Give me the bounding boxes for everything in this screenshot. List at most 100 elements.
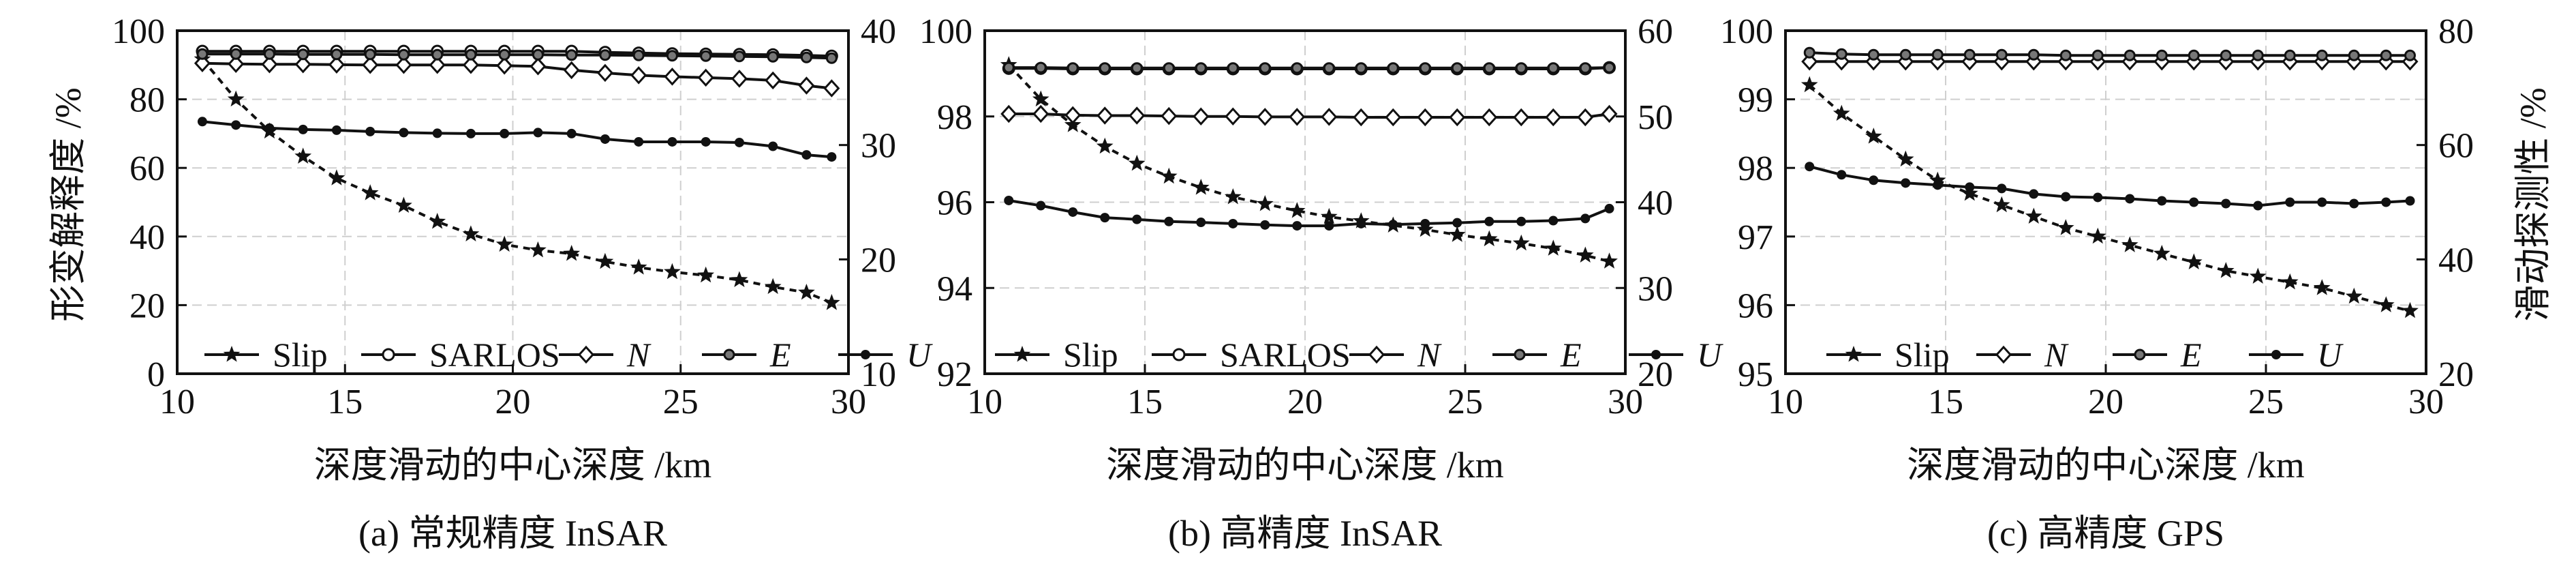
y2-tick-label: 30 xyxy=(1638,269,1673,308)
data-point-n xyxy=(697,68,714,87)
x-tick-label: 30 xyxy=(2408,383,2444,421)
panel-caption: (c) 高精度 GPS xyxy=(1987,513,2224,554)
data-point-u xyxy=(331,125,341,135)
data-point-slip xyxy=(2217,262,2235,278)
data-point-slip xyxy=(2121,236,2138,252)
data-point-e xyxy=(1259,62,1271,74)
data-point-slip xyxy=(697,266,715,283)
data-point-slip xyxy=(2377,296,2395,312)
data-point-slip xyxy=(1833,104,1850,121)
data-point-n xyxy=(1321,108,1338,126)
data-point-e xyxy=(1547,62,1559,74)
y-tick-label: 40 xyxy=(129,218,165,257)
legend-marker-e xyxy=(723,348,735,361)
data-point-u xyxy=(1805,162,1815,172)
data-point-e xyxy=(532,48,544,61)
data-point-e xyxy=(1034,61,1047,74)
data-point-e xyxy=(331,48,343,61)
y-tick-label: 60 xyxy=(129,149,165,188)
legend-marker-u xyxy=(861,350,870,359)
y-tick-label: 20 xyxy=(129,286,165,325)
data-point-u xyxy=(1324,221,1334,231)
data-point-slip xyxy=(328,169,346,185)
data-point-u xyxy=(1869,175,1879,185)
legend-label-n: N xyxy=(626,336,651,374)
y-tick-label: 94 xyxy=(937,269,972,308)
data-point-slip xyxy=(429,213,446,229)
legend-marker-n xyxy=(577,345,595,364)
data-point-e xyxy=(230,48,242,60)
data-point-u xyxy=(2405,196,2415,206)
data-point-e xyxy=(1931,48,1944,61)
y-tick-label: 98 xyxy=(937,98,972,137)
x-axis-label: 深度滑动的中心深度 /km xyxy=(1907,445,2305,486)
data-point-slip xyxy=(2281,273,2299,290)
data-point-slip xyxy=(630,258,647,275)
x-tick-label: 25 xyxy=(1447,383,1483,421)
data-point-e xyxy=(1227,62,1239,74)
data-point-slip xyxy=(823,294,840,310)
data-point-e xyxy=(599,49,611,61)
data-point-u xyxy=(667,136,677,147)
data-point-slip xyxy=(1929,171,1946,188)
data-point-e xyxy=(1323,62,1335,74)
legend-label-u: U xyxy=(2317,336,2344,374)
data-point-e xyxy=(1067,62,1079,74)
data-point-e xyxy=(1867,48,1880,61)
data-point-e xyxy=(1803,46,1815,59)
data-point-u xyxy=(264,123,275,133)
legend-marker-u xyxy=(1651,350,1661,359)
x-tick-label: 15 xyxy=(1127,383,1163,421)
data-point-slip xyxy=(1032,90,1049,107)
data-point-u xyxy=(1292,221,1302,231)
data-point-slip xyxy=(1576,246,1594,263)
x-tick-label: 25 xyxy=(663,383,699,421)
legend-label-slip: Slip xyxy=(1895,336,1950,374)
data-point-slip xyxy=(462,225,480,241)
data-point-slip xyxy=(294,147,312,164)
data-point-n xyxy=(530,57,547,76)
data-point-e xyxy=(1099,62,1111,74)
data-point-u xyxy=(2093,192,2103,203)
data-point-e xyxy=(700,50,712,62)
data-point-u xyxy=(1004,195,1014,205)
data-point-e xyxy=(2380,49,2392,61)
y2-tick-label: 60 xyxy=(2438,127,2474,166)
data-point-e xyxy=(2252,49,2264,61)
data-point-n xyxy=(1257,108,1274,126)
data-point-u xyxy=(1580,213,1591,224)
data-point-u xyxy=(734,137,744,147)
y2-tick-label: 50 xyxy=(1638,98,1673,137)
data-point-e xyxy=(666,50,678,62)
data-point-u xyxy=(1388,220,1398,230)
data-point-n xyxy=(194,54,211,73)
data-point-n xyxy=(328,55,345,74)
data-point-slip xyxy=(563,245,581,261)
y2-tick-label: 40 xyxy=(1638,184,1673,223)
data-point-n xyxy=(1385,108,1402,127)
data-point-u xyxy=(2189,197,2199,207)
data-point-u xyxy=(1420,218,1430,228)
data-point-slip xyxy=(1544,239,1562,256)
data-point-slip xyxy=(1480,230,1498,247)
y2-tick-label: 60 xyxy=(1638,12,1673,51)
data-point-n xyxy=(261,55,278,74)
x-tick-label: 15 xyxy=(327,383,363,421)
data-point-n xyxy=(823,79,840,98)
y2-tick-label: 40 xyxy=(2438,241,2474,280)
x-axis-label: 深度滑动的中心深度 /km xyxy=(314,445,712,486)
data-point-e xyxy=(767,50,779,63)
legend-label-slip: Slip xyxy=(273,336,328,374)
data-point-u xyxy=(701,136,711,147)
data-point-u xyxy=(2125,194,2135,204)
data-point-n xyxy=(429,56,446,74)
y-tick-label: 100 xyxy=(112,12,165,51)
data-point-n xyxy=(1801,53,1818,71)
data-point-n xyxy=(1129,106,1146,125)
y-tick-label: 98 xyxy=(1738,149,1773,188)
data-point-e xyxy=(2316,49,2328,61)
data-point-e xyxy=(1163,62,1175,74)
x-tick-label: 20 xyxy=(2088,383,2123,421)
data-point-n xyxy=(1577,108,1594,127)
data-point-slip xyxy=(2025,207,2042,224)
